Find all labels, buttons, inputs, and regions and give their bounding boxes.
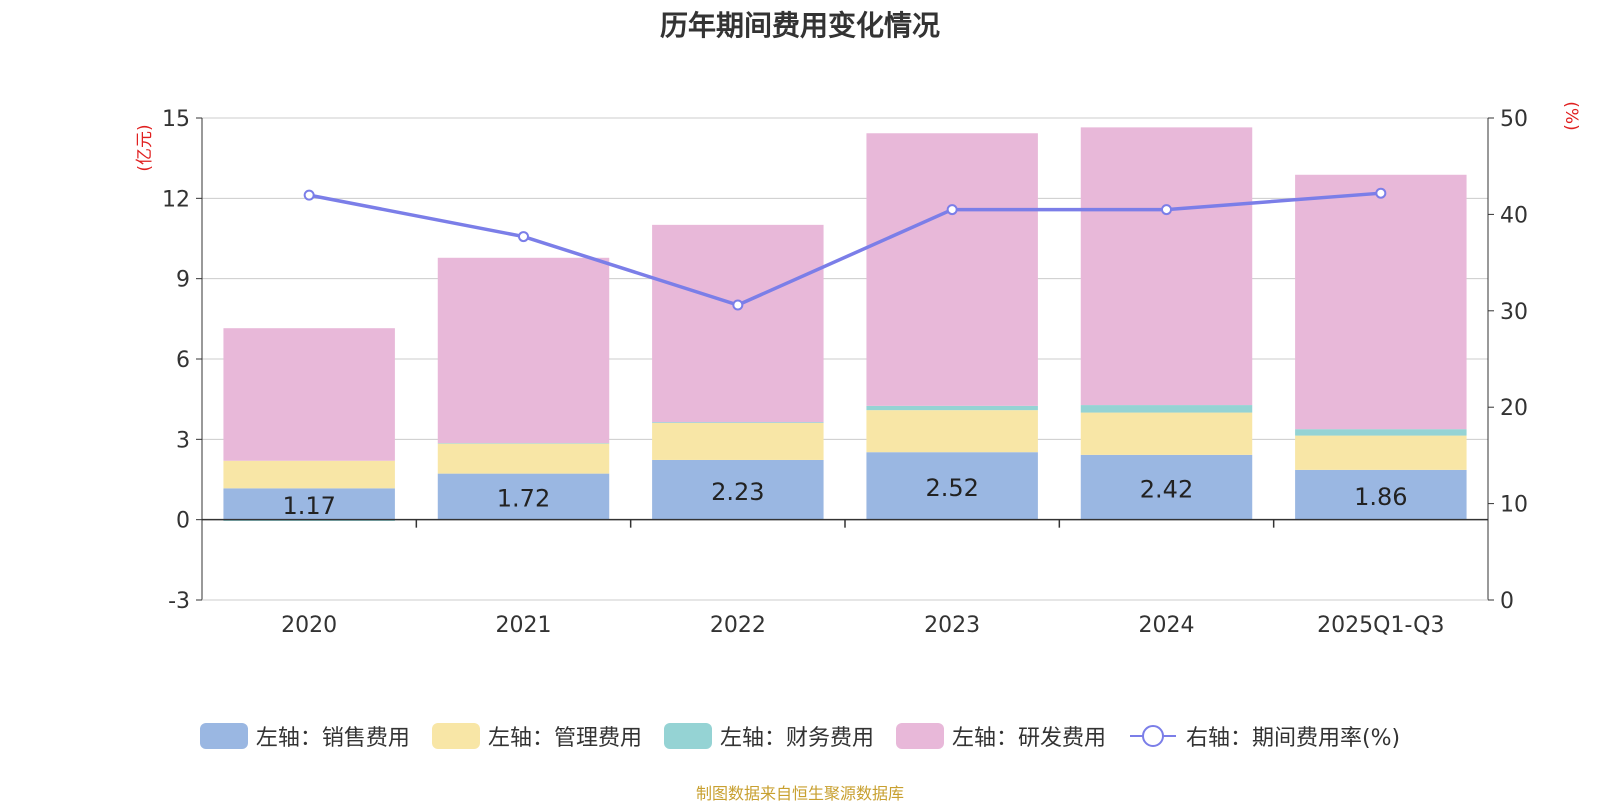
legend-label: 右轴：期间费用率(%)	[1185, 726, 1401, 751]
rate-point	[732, 299, 744, 311]
legend-swatch	[199, 723, 248, 749]
bar-value-label: 1.86	[1354, 483, 1407, 511]
bar	[1080, 127, 1253, 406]
x-tick-label: 2024	[1139, 613, 1195, 638]
bar	[437, 443, 610, 474]
source-note: 制图数据来自恒生聚源数据库	[695, 784, 904, 803]
bar	[866, 133, 1038, 406]
legend-swatch	[663, 723, 712, 749]
x-tick-label: 2021	[496, 613, 552, 638]
left-tick-label: 9	[176, 268, 190, 293]
right-tick-label: 10	[1500, 493, 1528, 518]
left-tick-label: 12	[162, 187, 190, 212]
legend-item[interactable]: 左轴：销售费用	[199, 720, 410, 752]
rate-point	[518, 231, 529, 243]
right-tick-label: 0	[1500, 589, 1514, 614]
legend-item[interactable]: 左轴：财务费用	[663, 720, 874, 752]
bar	[652, 422, 824, 423]
left-tick-label: 15	[162, 107, 190, 132]
bar	[866, 452, 1038, 520]
right-tick-label: 20	[1500, 396, 1528, 421]
bar	[437, 443, 610, 444]
legend-item[interactable]: 左轴：研发费用	[895, 720, 1106, 752]
bar-value-label: 2.23	[711, 478, 764, 506]
bar	[866, 410, 1038, 453]
x-tick-label: 2020	[281, 613, 337, 638]
bar	[1080, 405, 1253, 413]
left-tick-label: 6	[176, 348, 190, 373]
line-series	[303, 187, 1387, 311]
legend-label: 左轴：财务费用	[719, 726, 874, 751]
bar	[652, 224, 824, 423]
x-tick-label: 2022	[710, 613, 766, 638]
bar	[437, 257, 610, 444]
bar	[652, 459, 824, 520]
legend-item[interactable]: 右轴：期间费用率(%)	[1128, 720, 1400, 752]
bar-series	[223, 127, 1467, 522]
chart-title: 历年期间费用变化情况	[659, 9, 940, 42]
bar	[1080, 454, 1253, 520]
bar-value-label: 2.42	[1140, 475, 1193, 503]
bar	[223, 328, 395, 461]
bar	[1295, 435, 1467, 470]
axes: -3 0 3 6 9 12 15 0 10 20 30 40 50 (亿元) (%) 2020 2021 2022…	[135, 101, 1581, 638]
rate-point	[303, 189, 315, 201]
legend-label: 左轴：销售费用	[255, 726, 410, 751]
legend-swatch	[431, 723, 480, 749]
bar-value-label: 2.52	[925, 474, 978, 502]
left-tick-label: 0	[176, 509, 190, 534]
legend-label: 左轴：研发费用	[951, 726, 1106, 751]
x-tick-label: 2025Q1-Q3	[1317, 613, 1444, 638]
bar	[1295, 174, 1467, 430]
right-tick-label: 30	[1500, 300, 1528, 325]
legend-line-circle	[1141, 725, 1164, 747]
data-labels: 1.17 1.72 2.23 2.52 2.42 1.86	[282, 474, 1407, 520]
bar	[1295, 469, 1467, 520]
bar	[437, 473, 610, 520]
left-tick-label: -3	[168, 589, 190, 614]
left-tick-label: 3	[176, 428, 190, 453]
rate-point	[946, 204, 958, 216]
right-tick-label: 40	[1500, 203, 1528, 228]
rate-point	[1375, 187, 1387, 199]
rate-point	[1161, 204, 1172, 216]
bar	[223, 488, 395, 520]
bar	[866, 405, 1038, 411]
legend-line-marker	[1129, 725, 1176, 747]
legend-item[interactable]: 左轴：管理费用	[431, 720, 642, 752]
legend: 左轴：销售费用 左轴：管理费用 左轴：财务费用 左轴：研发费用 右轴：期间费用率(%)	[0, 720, 1600, 752]
x-tick-label: 2023	[924, 613, 980, 638]
legend-label: 左轴：管理费用	[487, 726, 642, 751]
bar	[223, 460, 395, 489]
bar-value-label: 1.17	[282, 492, 335, 520]
bar	[652, 422, 824, 460]
left-axis-unit: (亿元)	[135, 124, 155, 171]
rate-line	[308, 191, 1381, 307]
bar-value-label: 1.72	[497, 485, 550, 513]
bar	[1080, 412, 1253, 455]
legend-swatch	[895, 723, 944, 749]
right-tick-label: 50	[1500, 107, 1528, 132]
bar	[1295, 429, 1467, 436]
right-axis-unit: (%)	[1561, 101, 1581, 130]
